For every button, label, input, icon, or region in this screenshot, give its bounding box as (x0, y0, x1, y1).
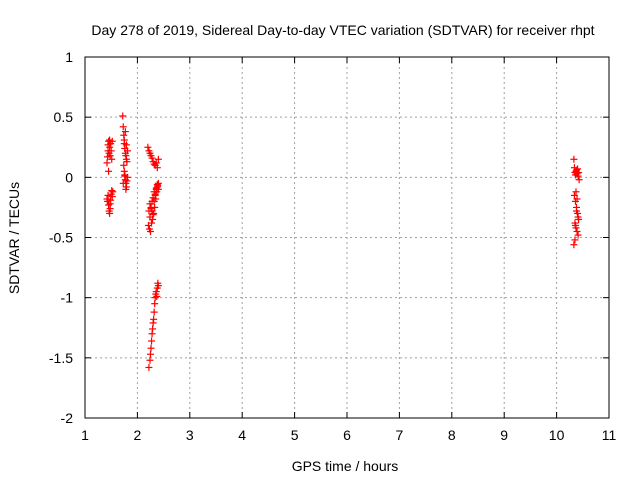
data-point (151, 190, 159, 198)
data-point (146, 213, 154, 221)
y-tick-label: -0.5 (49, 230, 73, 246)
chart-title: Day 278 of 2019, Sidereal Day-to-day VTE… (91, 22, 594, 38)
data-point (153, 292, 161, 300)
data-point (570, 241, 578, 249)
data-point (151, 300, 159, 308)
data-point (147, 227, 154, 235)
data-point (119, 123, 127, 131)
data-point (153, 164, 161, 172)
data-point (148, 197, 156, 205)
x-tick-label: 10 (549, 427, 565, 443)
data-point (574, 213, 582, 221)
data-point (573, 195, 581, 203)
y-tick-label: 0 (65, 169, 73, 185)
x-tick-label: 1 (81, 427, 89, 443)
data-point (153, 181, 161, 189)
data-point (103, 159, 111, 167)
x-axis-label: GPS time / hours (292, 458, 399, 474)
data-point (154, 155, 162, 163)
data-point (121, 172, 129, 180)
data-point (149, 325, 157, 333)
data-point (106, 152, 114, 160)
x-tick-label: 5 (291, 427, 299, 443)
data-point (119, 112, 127, 120)
data-point (121, 128, 129, 136)
data-point (575, 176, 583, 184)
data-point (573, 227, 581, 235)
data-point (108, 155, 116, 163)
data-point (149, 194, 157, 202)
data-point (145, 363, 153, 371)
data-point (570, 191, 578, 199)
x-tick-label: 4 (238, 427, 246, 443)
y-tick-label: -1.5 (49, 350, 73, 366)
data-point (105, 167, 113, 175)
data-point (123, 147, 131, 155)
y-axis-label: SDTVAR / TECUs (6, 182, 22, 294)
data-point (571, 221, 579, 229)
grid (85, 57, 609, 418)
x-tick-label: 9 (500, 427, 508, 443)
data-point (120, 161, 128, 169)
data-point (108, 137, 116, 145)
data-point (154, 185, 162, 193)
x-tick-label: 3 (186, 427, 194, 443)
data-point (108, 187, 116, 195)
data-point (570, 155, 578, 163)
y-axis: -2 -1.5 -1 -0.5 0 0.5 1 (49, 49, 609, 426)
data-point (571, 236, 579, 244)
y-tick-label: -2 (61, 410, 74, 426)
x-tick-label: 2 (134, 427, 142, 443)
y-tick-label: 1 (65, 49, 73, 65)
data-point (147, 344, 155, 352)
data-point (147, 205, 155, 213)
data-point (150, 315, 158, 323)
data-point (122, 141, 130, 149)
data-point (144, 143, 152, 151)
data-point (147, 350, 154, 358)
x-tick-label: 11 (602, 427, 617, 443)
data-point (154, 282, 162, 290)
data-points (103, 112, 583, 371)
data-point (575, 169, 583, 177)
data-point (105, 201, 113, 209)
data-point (104, 191, 112, 199)
data-point (119, 179, 127, 187)
data-point (120, 136, 128, 144)
data-point (146, 356, 154, 364)
data-point (572, 188, 580, 196)
data-point (107, 147, 115, 155)
data-point (151, 203, 159, 211)
data-point (148, 154, 156, 162)
data-point (574, 231, 582, 239)
data-point (148, 337, 156, 345)
data-point (122, 185, 130, 193)
data-point (573, 207, 581, 215)
x-tick-label: 8 (448, 427, 456, 443)
data-point (106, 143, 114, 151)
y-tick-label: 0.5 (54, 109, 74, 125)
x-tick-label: 7 (396, 427, 404, 443)
x-tick-label: 6 (343, 427, 351, 443)
data-point (574, 165, 582, 173)
data-point (107, 196, 115, 204)
data-point (106, 205, 114, 213)
data-point (148, 219, 156, 227)
data-point (123, 158, 131, 166)
data-point (150, 209, 158, 217)
data-point (152, 159, 160, 167)
x-axis: 1 2 3 4 5 6 7 8 9 10 11 (81, 57, 616, 443)
data-point (150, 308, 158, 316)
data-point (109, 188, 117, 196)
y-tick-label: -1 (61, 290, 74, 306)
